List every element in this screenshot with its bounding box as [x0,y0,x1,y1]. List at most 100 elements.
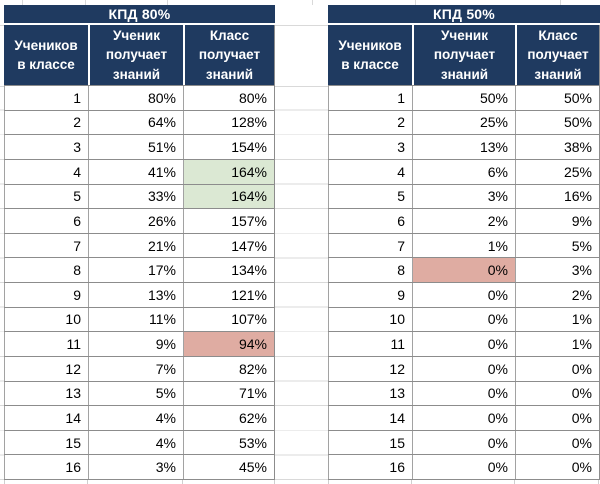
cell-class-gets[interactable]: 53% [183,430,275,455]
cell-students-count[interactable]: 2 [4,110,88,135]
cell-students-count[interactable]: 11 [4,332,88,356]
cell-students-count[interactable]: 2 [328,110,412,135]
column-header-students-in-class[interactable]: Учеников в классе [14,37,78,72]
column-header-students-in-class[interactable]: Учеников в классе [338,37,402,72]
cell-students-count[interactable]: 7 [4,233,88,258]
table-title[interactable]: КПД 50% [328,5,600,25]
cell-student-gets[interactable]: 0% [412,307,515,332]
cell-class-gets[interactable]: 164% [183,159,275,184]
cell-students-count[interactable]: 8 [4,258,88,282]
cell-class-gets[interactable]: 25% [515,159,600,184]
cell-students-count[interactable]: 9 [328,283,412,307]
cell-class-gets[interactable]: 38% [515,135,600,159]
cell-students-count[interactable]: 3 [328,135,412,159]
cell-student-gets[interactable]: 0% [412,430,515,455]
cell-student-gets[interactable]: 9% [88,332,183,356]
cell-student-gets[interactable]: 1% [412,233,515,258]
cell-students-count[interactable]: 10 [4,307,88,332]
cell-student-gets[interactable]: 33% [88,184,183,209]
cell-class-gets[interactable]: 80% [183,86,275,110]
cell-class-gets[interactable]: 0% [515,406,600,430]
cell-student-gets[interactable]: 50% [412,86,515,110]
cell-students-count[interactable]: 15 [328,430,412,455]
cell-students-count[interactable]: 14 [4,406,88,430]
cell-student-gets[interactable]: 5% [88,381,183,406]
cell-students-count[interactable]: 14 [328,406,412,430]
cell-student-gets[interactable]: 13% [88,283,183,307]
cell-class-gets[interactable]: 1% [515,332,600,356]
cell-student-gets[interactable]: 0% [412,332,515,356]
column-header-student-gets[interactable]: Ученик получает знаний [412,25,515,85]
column-header-class-gets[interactable]: Класс получает знаний [183,25,275,85]
cell-student-gets[interactable]: 64% [88,110,183,135]
cell-student-gets[interactable]: 3% [412,184,515,209]
cell-class-gets[interactable]: 0% [515,356,600,381]
cell-students-count[interactable]: 12 [328,356,412,381]
cell-student-gets[interactable]: 0% [412,381,515,406]
cell-student-gets[interactable]: 7% [88,356,183,381]
cell-students-count[interactable]: 3 [4,135,88,159]
cell-class-gets[interactable]: 154% [183,135,275,159]
cell-student-gets[interactable]: 4% [88,406,183,430]
cell-students-count[interactable]: 11 [328,332,412,356]
cell-student-gets[interactable]: 3% [88,455,183,479]
cell-students-count[interactable]: 16 [328,455,412,479]
cell-student-gets[interactable]: 0% [412,283,515,307]
cell-class-gets[interactable]: 107% [183,307,275,332]
column-header-student-gets[interactable]: Ученик получает знаний [88,25,183,85]
cell-class-gets[interactable]: 164% [183,184,275,209]
cell-student-gets[interactable]: 17% [88,258,183,282]
cell-student-gets[interactable]: 13% [412,135,515,159]
cell-students-count[interactable]: 13 [4,381,88,406]
cell-class-gets[interactable]: 1% [515,307,600,332]
table-title[interactable]: КПД 80% [4,5,275,25]
cell-class-gets[interactable]: 50% [515,86,600,110]
cell-students-count[interactable]: 6 [4,209,88,233]
cell-class-gets[interactable]: 45% [183,455,275,479]
cell-student-gets[interactable]: 80% [88,86,183,110]
cell-class-gets[interactable]: 50% [515,110,600,135]
cell-class-gets[interactable]: 128% [183,110,275,135]
cell-students-count[interactable]: 15 [4,430,88,455]
cell-student-gets[interactable]: 6% [412,159,515,184]
cell-students-count[interactable]: 5 [328,184,412,209]
cell-students-count[interactable]: 5 [4,184,88,209]
cell-students-count[interactable]: 10 [328,307,412,332]
cell-student-gets[interactable]: 51% [88,135,183,159]
cell-students-count[interactable]: 16 [4,455,88,479]
cell-student-gets[interactable]: 26% [88,209,183,233]
cell-class-gets[interactable]: 3% [515,258,600,282]
cell-student-gets[interactable]: 0% [412,258,515,282]
cell-student-gets[interactable]: 21% [88,233,183,258]
cell-class-gets[interactable]: 71% [183,381,275,406]
cell-students-count[interactable]: 6 [328,209,412,233]
cell-students-count[interactable]: 1 [328,86,412,110]
cell-students-count[interactable]: 8 [328,258,412,282]
cell-class-gets[interactable]: 0% [515,430,600,455]
cell-class-gets[interactable]: 157% [183,209,275,233]
cell-class-gets[interactable]: 134% [183,258,275,282]
cell-class-gets[interactable]: 2% [515,283,600,307]
cell-class-gets[interactable]: 5% [515,233,600,258]
column-header-class-gets[interactable]: Класс получает знаний [515,25,600,85]
cell-student-gets[interactable]: 25% [412,110,515,135]
cell-student-gets[interactable]: 11% [88,307,183,332]
cell-student-gets[interactable]: 0% [412,356,515,381]
cell-students-count[interactable]: 4 [328,159,412,184]
cell-class-gets[interactable]: 9% [515,209,600,233]
cell-class-gets[interactable]: 0% [515,381,600,406]
cell-class-gets[interactable]: 0% [515,455,600,479]
cell-class-gets[interactable]: 16% [515,184,600,209]
cell-students-count[interactable]: 13 [328,381,412,406]
cell-student-gets[interactable]: 0% [412,455,515,479]
cell-student-gets[interactable]: 4% [88,430,183,455]
cell-student-gets[interactable]: 0% [412,406,515,430]
cell-student-gets[interactable]: 41% [88,159,183,184]
cell-students-count[interactable]: 7 [328,233,412,258]
cell-students-count[interactable]: 9 [4,283,88,307]
cell-students-count[interactable]: 4 [4,159,88,184]
cell-student-gets[interactable]: 2% [412,209,515,233]
cell-class-gets[interactable]: 62% [183,406,275,430]
cell-students-count[interactable]: 12 [4,356,88,381]
cell-class-gets[interactable]: 121% [183,283,275,307]
